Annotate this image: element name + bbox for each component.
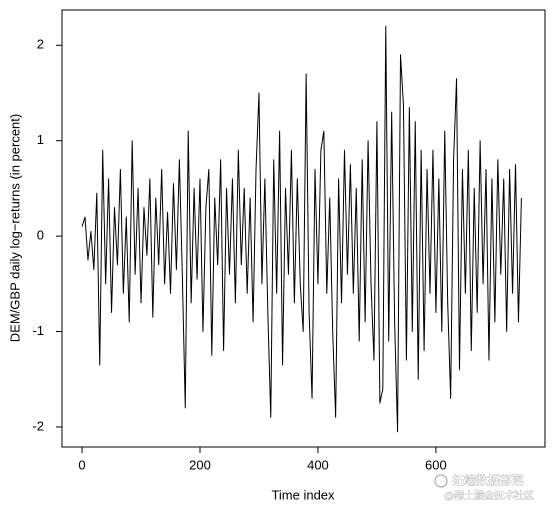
watermark: 拓端数据部落 [452, 473, 524, 488]
series-line [81, 25, 522, 433]
plot-frame [61, 9, 546, 448]
x-tick-label: 600 [425, 457, 447, 472]
y-tick-label: 0 [37, 228, 44, 243]
x-tick-label: 200 [189, 457, 211, 472]
watermark: @稀土掘金技术社区 [444, 489, 534, 502]
y-tick-label: -1 [32, 323, 44, 338]
y-axis-label: DEM/GBP daily log−returns (in percent) [7, 114, 22, 342]
y-tick-label: 2 [37, 37, 44, 52]
x-axis-label: Time index [271, 487, 335, 502]
watermark-icon [434, 474, 448, 488]
y-tick-label: 1 [37, 132, 44, 147]
x-tick-label: 0 [78, 457, 85, 472]
x-tick-label: 400 [307, 457, 329, 472]
y-tick-label: -2 [32, 418, 44, 433]
